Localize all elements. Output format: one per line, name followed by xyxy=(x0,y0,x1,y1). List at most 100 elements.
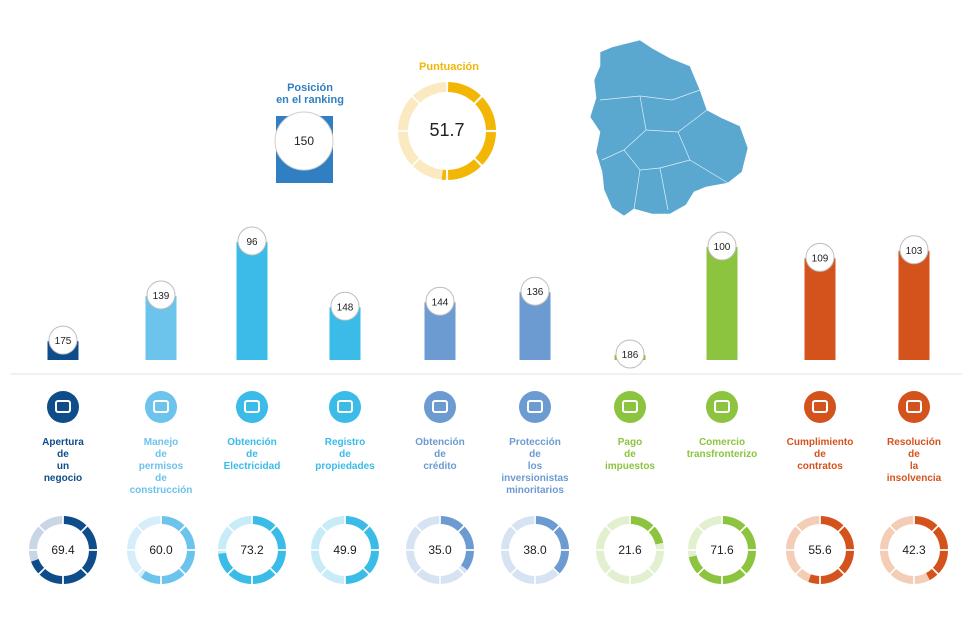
category-score-divider xyxy=(457,524,466,533)
tools-icon xyxy=(145,391,177,423)
rank-label: 136 xyxy=(527,287,544,298)
category-score-segment xyxy=(161,516,185,532)
category-score-divider xyxy=(837,567,846,576)
category-score-divider xyxy=(604,567,613,576)
category-label: de xyxy=(155,449,167,460)
category-label: de xyxy=(434,449,446,460)
ranking-title-line1: Posición xyxy=(287,82,333,94)
rank-bubble xyxy=(707,231,737,261)
category-score-divider xyxy=(739,524,748,533)
category-score-divider xyxy=(604,524,613,533)
category-score-segment xyxy=(722,516,746,532)
building-icon xyxy=(329,391,361,423)
category-score-segment xyxy=(179,550,195,574)
category-label: de xyxy=(339,449,351,460)
category-score-divider xyxy=(509,524,518,533)
category-score-donut: 71.6 xyxy=(687,515,757,585)
category-score-donut: 73.2 xyxy=(217,515,287,585)
category-label: Resolución xyxy=(887,437,941,448)
category-score-divider xyxy=(319,524,328,533)
category-score-donut: 21.6 xyxy=(595,515,665,585)
category-score-segment xyxy=(740,526,756,550)
category-score-label: 55.6 xyxy=(808,543,832,557)
rank-label: 96 xyxy=(246,237,258,248)
category-score-segment xyxy=(932,550,948,574)
category-score-segment xyxy=(925,568,938,581)
credit-card-icon xyxy=(424,391,456,423)
category-score-segment xyxy=(63,568,87,584)
category-label: de xyxy=(814,449,826,460)
rank-bar xyxy=(706,247,738,360)
header-score-divider xyxy=(411,157,421,167)
rank-bubble xyxy=(48,325,78,355)
category-label: Apertura xyxy=(42,437,84,448)
category-score-segment xyxy=(228,568,252,584)
trend-icon xyxy=(519,391,551,423)
rank-bubble xyxy=(425,286,455,316)
rank-label: 109 xyxy=(812,253,829,264)
ranking-circle xyxy=(274,111,334,171)
category-score-divider xyxy=(888,524,897,533)
rank-label: 186 xyxy=(622,350,639,361)
category-label: Registro xyxy=(325,437,366,448)
category-score-segment xyxy=(440,516,464,532)
category-score-donut: 49.9 xyxy=(310,515,380,585)
category-label: los xyxy=(528,461,543,472)
category-score-segment xyxy=(252,568,276,584)
category-score-divider xyxy=(80,524,89,533)
score-title: Puntuación xyxy=(419,61,479,73)
rank-bar xyxy=(804,258,836,360)
category-label: insolvencia xyxy=(887,473,942,484)
ranking-block: Posición en el ranking 150 xyxy=(274,82,344,183)
category-label: de xyxy=(155,473,167,484)
rank-label: 175 xyxy=(55,336,72,347)
category-score-segment xyxy=(458,526,474,550)
category-score-segment xyxy=(630,516,654,532)
category-label: construcción xyxy=(130,485,193,496)
category-score-segment xyxy=(141,570,161,584)
category-score-divider xyxy=(794,524,803,533)
map-region-lines xyxy=(599,89,729,211)
category-label: de xyxy=(624,449,636,460)
category-score-segment xyxy=(345,516,369,532)
header-score-divider xyxy=(411,95,421,105)
category-score-donut: 60.0 xyxy=(126,515,196,585)
category-score-segment xyxy=(218,552,234,574)
category-score-divider xyxy=(226,524,235,533)
category-label: Protección xyxy=(509,437,561,448)
category-score-divider xyxy=(80,567,89,576)
category-score-segment xyxy=(914,516,938,532)
category-score-segment xyxy=(688,555,704,574)
category-label: Comercio xyxy=(699,437,745,448)
category-score-label: 49.9 xyxy=(333,543,357,557)
category-score-divider xyxy=(269,524,278,533)
header-score-divider xyxy=(473,95,483,105)
rank-label: 144 xyxy=(432,297,449,308)
category-score-divider xyxy=(552,524,561,533)
category-label: permisos xyxy=(139,461,184,472)
category-score-segment xyxy=(648,526,664,545)
category-label: Electricidad xyxy=(224,461,281,472)
category-score-segment xyxy=(270,526,286,550)
lightning-icon xyxy=(236,391,268,423)
category-label: de xyxy=(529,449,541,460)
category-score-donut: 42.3 xyxy=(879,515,949,585)
header-score-segment xyxy=(475,97,496,131)
category-score-divider xyxy=(931,567,940,576)
category-score-divider xyxy=(931,524,940,533)
category-label: Cumplimiento xyxy=(787,437,854,448)
category-score-label: 42.3 xyxy=(902,543,926,557)
category-score-divider xyxy=(178,567,187,576)
rank-bar xyxy=(236,242,268,360)
category-score-segment xyxy=(345,568,369,584)
category-label: un xyxy=(57,461,69,472)
category-score-divider xyxy=(269,567,278,576)
category-score-segment xyxy=(820,568,844,584)
rank-label: 139 xyxy=(153,291,170,302)
category-score-divider xyxy=(135,567,144,576)
category-label: la xyxy=(910,461,919,472)
category-labels: AperturadeunnegocioManejodepermisosdecon… xyxy=(42,437,942,496)
category-score-donut: 35.0 xyxy=(405,515,475,585)
category-score-segment xyxy=(932,526,948,550)
